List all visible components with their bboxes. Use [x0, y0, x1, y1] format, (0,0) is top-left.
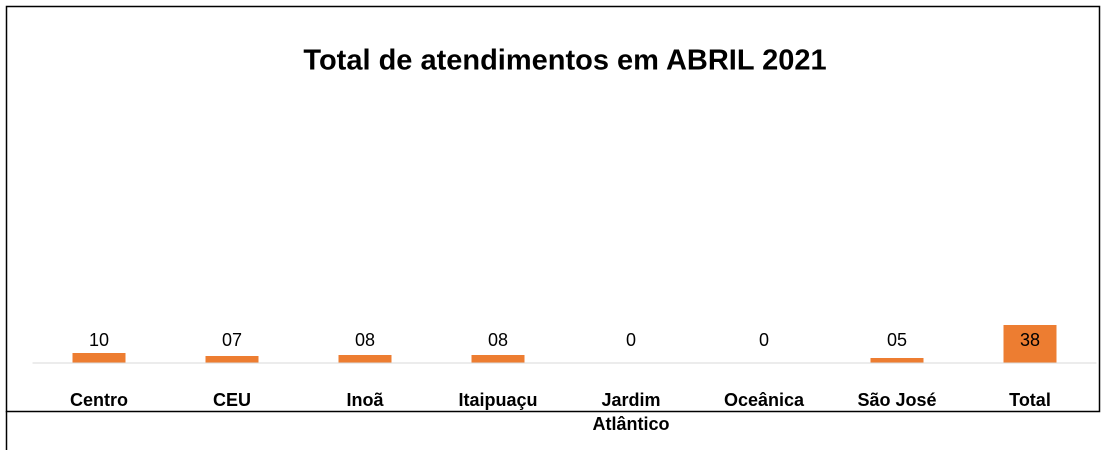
data-label: 08	[488, 330, 508, 350]
x-tick-label: São José	[857, 390, 937, 410]
data-label: 0	[626, 330, 636, 350]
data-label: 08	[355, 330, 375, 350]
data-label: 05	[887, 330, 907, 350]
x-tick-label: Itaipuaçu	[458, 390, 538, 410]
x-tick-label: CEU	[212, 390, 251, 410]
x-tick-label: Centro	[70, 390, 128, 410]
chart-frame	[5, 5, 1101, 413]
bar	[338, 355, 392, 363]
data-label: 10	[89, 330, 109, 350]
bar	[205, 356, 259, 363]
bar	[471, 355, 525, 363]
bar	[1003, 325, 1057, 363]
bar	[870, 358, 924, 363]
x-tick-label: Jardim Atlântico	[592, 390, 670, 434]
data-label: 0	[759, 330, 769, 350]
bar	[72, 353, 126, 363]
chart-title: Total de atendimentos em ABRIL 2021	[303, 45, 826, 77]
x-tick-label: Total	[1009, 390, 1051, 410]
x-tick-label: Inoã	[346, 390, 384, 410]
data-label: 07	[222, 330, 242, 350]
data-label: 38	[1020, 330, 1040, 350]
x-tick-label: Oceânica	[723, 390, 805, 410]
